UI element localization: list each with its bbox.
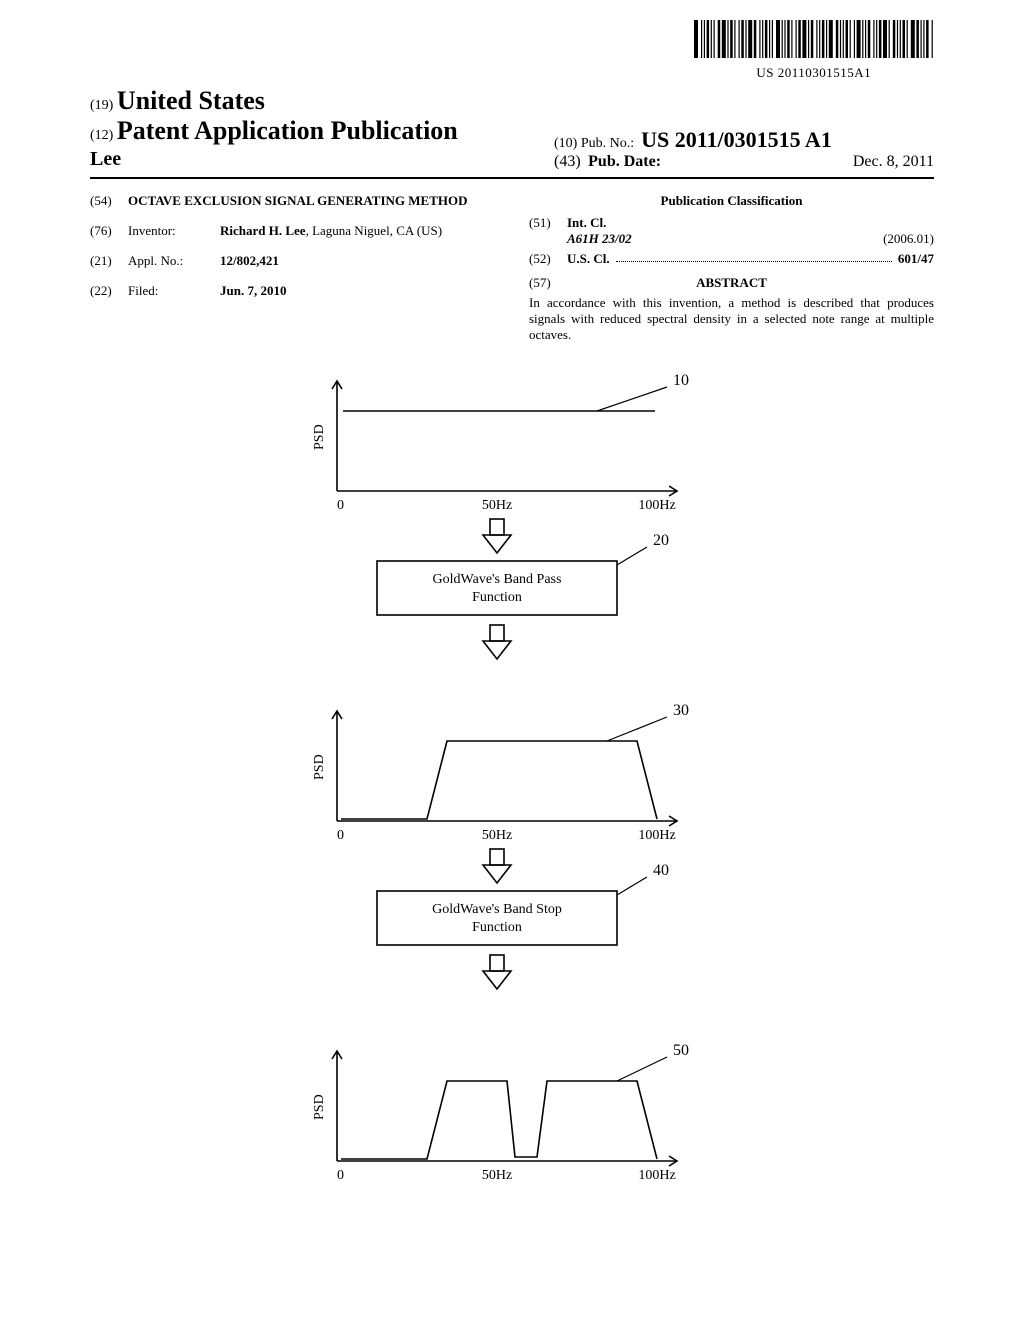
pub-no: US 2011/0301515 A1 xyxy=(641,127,832,152)
svg-text:GoldWave's Band Pass: GoldWave's Band Pass xyxy=(433,572,562,587)
abstract-block: (57) ABSTRACT In accordance with this in… xyxy=(529,275,934,343)
inventor-label: Inventor: xyxy=(128,223,220,239)
barcode-area: US 20110301515A1 xyxy=(90,20,934,82)
intcl-line: (51) Int. Cl. xyxy=(529,215,934,231)
svg-text:PSD: PSD xyxy=(312,424,327,450)
svg-text:100Hz: 100Hz xyxy=(638,828,675,843)
svg-text:50Hz: 50Hz xyxy=(482,498,512,513)
classification-block: (51) Int. Cl. A61H 23/02 (2006.01) (52) … xyxy=(529,215,934,267)
country-line: (19) United States xyxy=(90,86,458,116)
intcl-code: (51) xyxy=(529,215,567,231)
uscl-label: U.S. Cl. xyxy=(567,251,610,267)
pub-no-line: (10) Pub. No.: US 2011/0301515 A1 xyxy=(554,127,934,153)
uscl-row: (52) U.S. Cl. 601/47 xyxy=(529,251,934,267)
inventor-value: Richard H. Lee, Laguna Niguel, CA (US) xyxy=(220,223,442,239)
svg-text:20: 20 xyxy=(653,532,669,549)
appl-code: (21) xyxy=(90,253,128,269)
uscl-code: (52) xyxy=(529,251,567,267)
title: OCTAVE EXCLUSION SIGNAL GENERATING METHO… xyxy=(128,193,468,209)
uscl-value: 601/47 xyxy=(898,251,934,267)
header-left: (19) United States (12) Patent Applicati… xyxy=(90,86,458,171)
abstract-code: (57) xyxy=(529,275,567,291)
header-row: (19) United States (12) Patent Applicati… xyxy=(90,86,934,171)
svg-text:50Hz: 50Hz xyxy=(482,1168,512,1183)
svg-text:Function: Function xyxy=(472,590,522,605)
svg-text:PSD: PSD xyxy=(312,754,327,780)
doc-type: Patent Application Publication xyxy=(117,116,458,145)
filed-date: Jun. 7, 2010 xyxy=(220,283,286,299)
filed-code: (22) xyxy=(90,283,128,299)
title-row: (54) OCTAVE EXCLUSION SIGNAL GENERATING … xyxy=(90,193,495,209)
barcode-doc-number: US 20110301515A1 xyxy=(694,65,934,81)
svg-text:0: 0 xyxy=(337,1168,344,1183)
appl-label: Appl. No.: xyxy=(128,253,220,269)
appl-row: (21) Appl. No.: 12/802,421 xyxy=(90,253,495,269)
pub-no-label: Pub. No.: xyxy=(581,136,634,151)
svg-text:100Hz: 100Hz xyxy=(638,498,675,513)
svg-text:50: 50 xyxy=(673,1042,689,1059)
inventor-code: (76) xyxy=(90,223,128,239)
filed-row: (22) Filed: Jun. 7, 2010 xyxy=(90,283,495,299)
svg-text:0: 0 xyxy=(337,828,344,843)
svg-text:0: 0 xyxy=(337,498,344,513)
barcode: US 20110301515A1 xyxy=(694,20,934,81)
title-code: (54) xyxy=(90,193,128,209)
intcl-class: A61H 23/02 xyxy=(567,231,632,247)
pub-date-line: (43) Pub. Date: Dec. 8, 2011 xyxy=(554,153,934,171)
inventor-name: Richard H. Lee xyxy=(220,223,306,238)
pub-no-code: (10) xyxy=(554,136,577,151)
inventor-loc: , Laguna Niguel, CA (US) xyxy=(306,223,442,238)
abstract-label: ABSTRACT xyxy=(567,275,896,291)
patent-page: US 20110301515A1 (19) United States (12)… xyxy=(0,0,1024,1320)
figure-svg: PSD 0 50Hz 100Hz 10 GoldWave's Band Pass Funct… xyxy=(297,361,727,1241)
intcl-label: Int. Cl. xyxy=(567,215,606,231)
pub-date-label: Pub. Date: xyxy=(588,153,661,170)
figure-area: PSD 0 50Hz 100Hz 10 GoldWave's Band Pass Funct… xyxy=(90,361,934,1241)
filed-val: Jun. 7, 2010 xyxy=(220,283,286,298)
pub-date-code: (43) xyxy=(554,153,581,170)
intcl-sub: A61H 23/02 (2006.01) xyxy=(567,231,934,247)
biblio-left: (54) OCTAVE EXCLUSION SIGNAL GENERATING … xyxy=(90,193,495,343)
header-right: (10) Pub. No.: US 2011/0301515 A1 (43) P… xyxy=(554,127,934,171)
inventor-row: (76) Inventor: Richard H. Lee, Laguna Ni… xyxy=(90,223,495,239)
dot-leader xyxy=(616,251,892,262)
biblio-right: Publication Classification (51) Int. Cl.… xyxy=(529,193,934,343)
svg-text:30: 30 xyxy=(673,702,689,719)
filed-label: Filed: xyxy=(128,283,220,299)
svg-text:Function: Function xyxy=(472,920,522,935)
svg-text:40: 40 xyxy=(653,862,669,879)
header-rule xyxy=(90,177,934,179)
svg-text:100Hz: 100Hz xyxy=(638,1168,675,1183)
svg-text:50Hz: 50Hz xyxy=(482,828,512,843)
biblio-columns: (54) OCTAVE EXCLUSION SIGNAL GENERATING … xyxy=(90,193,934,343)
country-code: (19) xyxy=(90,98,113,113)
doc-type-code: (12) xyxy=(90,128,113,143)
doc-type-line: (12) Patent Application Publication xyxy=(90,116,458,146)
country: United States xyxy=(117,86,265,115)
svg-text:GoldWave's Band Stop: GoldWave's Band Stop xyxy=(432,902,562,917)
classification-heading: Publication Classification xyxy=(529,193,934,209)
svg-text:PSD: PSD xyxy=(312,1094,327,1120)
appl-no-val: 12/802,421 xyxy=(220,253,279,268)
pub-date: Dec. 8, 2011 xyxy=(853,153,934,171)
intcl-version: (2006.01) xyxy=(883,231,934,247)
author-name: Lee xyxy=(90,148,458,171)
barcode-svg xyxy=(694,20,934,58)
abstract-text: In accordance with this invention, a met… xyxy=(529,295,934,343)
svg-text:10: 10 xyxy=(673,372,689,389)
appl-no: 12/802,421 xyxy=(220,253,279,269)
